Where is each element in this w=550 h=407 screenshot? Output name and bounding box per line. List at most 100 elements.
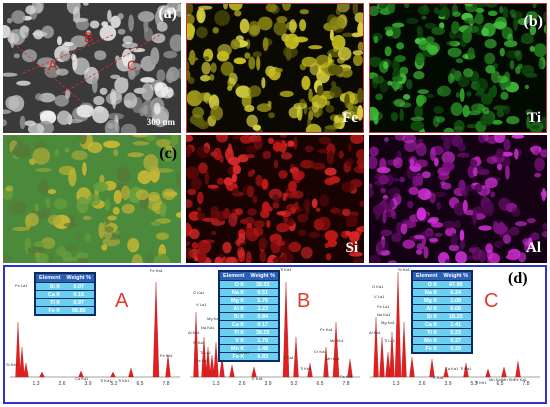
al-particle [499, 225, 508, 232]
al-particle [440, 135, 455, 141]
grain [57, 110, 71, 125]
overlay-map-texture [3, 135, 181, 263]
fe-particle [200, 74, 211, 82]
grain [72, 17, 89, 22]
fe-particle [334, 115, 340, 124]
trace-line [22, 34, 114, 74]
spectrum-b-plot [190, 281, 360, 378]
overlay-particle [64, 147, 70, 153]
fe-particle [325, 104, 335, 113]
spectrum-peak [373, 316, 379, 378]
weight-cell: 0.97 [63, 298, 95, 307]
al-particle [526, 218, 536, 224]
spectrum-peak [165, 354, 171, 378]
grain [93, 95, 105, 106]
sem-marker-b: B [84, 29, 94, 45]
grain [27, 123, 45, 133]
overlay-particle [82, 215, 92, 221]
ti-particle [421, 15, 427, 20]
al-particle [440, 182, 452, 190]
al-particle [442, 161, 455, 172]
ti-particle [464, 17, 478, 25]
si-particle [276, 240, 285, 246]
grain [19, 115, 26, 130]
fe-particle [186, 90, 203, 107]
grain [156, 69, 166, 82]
element-cell: Na K [413, 288, 441, 297]
spectrum-b-table: Element Weight % O K 39.92 Na K 0.51 Mg K 5.7… [218, 270, 281, 362]
al-particle [421, 171, 431, 179]
ti-particle [467, 47, 475, 60]
si-particle [222, 241, 232, 254]
al-particle [518, 252, 527, 263]
overlay-particle [71, 150, 88, 161]
ti-particle [404, 3, 410, 8]
ti-particle [403, 94, 411, 100]
overlay-particle [156, 138, 171, 148]
overlay-particle [82, 162, 87, 176]
overlay-particle [159, 202, 167, 218]
peak-label: O Ka1 [372, 284, 384, 289]
overlay-particle [170, 135, 179, 146]
overlay-particle [34, 139, 46, 151]
grain [64, 41, 74, 47]
spectrum-peak [401, 321, 407, 378]
fe-particle [256, 55, 261, 71]
spectrum-peak [394, 271, 402, 378]
element-cell: O K [413, 280, 441, 289]
peak-label: Ti Kb1 [118, 378, 130, 383]
peak-label: Ca Ka1 [75, 376, 89, 381]
axis-tick-label: 2.6 [418, 381, 426, 387]
spectrum-peak [307, 362, 313, 378]
grain [3, 25, 11, 39]
ti-particle [375, 93, 383, 101]
spectrum-peak [515, 360, 521, 378]
si-particle [280, 152, 293, 160]
al-particle [541, 187, 547, 202]
al-particle [514, 221, 528, 227]
grain [7, 17, 13, 24]
fe-particle [329, 16, 346, 30]
table-row: Na K 0.51 [220, 288, 279, 297]
ti-particle [496, 109, 505, 118]
al-particle [377, 239, 389, 252]
ti-particle [492, 21, 507, 29]
fe-particle [248, 85, 262, 97]
spectrum-peak [213, 341, 219, 378]
ti-map-texture [369, 3, 547, 133]
grain [99, 87, 108, 95]
fe-particle [192, 106, 205, 119]
ti-particle [488, 87, 494, 97]
overlay-particle [155, 232, 169, 240]
spectrum-peak [282, 281, 290, 378]
ti-particle [399, 84, 403, 91]
ti-particle [452, 11, 461, 17]
si-particle [288, 180, 297, 192]
grain [86, 30, 91, 35]
ti-particle [437, 8, 447, 18]
si-particle [250, 169, 255, 175]
fe-particle [299, 9, 309, 15]
overlay-particle [35, 168, 52, 172]
si-particle [261, 178, 269, 190]
overlay-particle [137, 170, 152, 185]
al-particle [505, 165, 510, 180]
ti-particle [426, 93, 435, 99]
si-particle [347, 240, 359, 255]
fe-particle [337, 47, 352, 61]
table-header-weight: Weight % [63, 274, 95, 283]
al-particle [429, 192, 436, 204]
spectrum-peak [323, 346, 329, 378]
weight-cell: 18.20 [440, 312, 472, 321]
axis-tick-label: 3.9 [264, 381, 272, 387]
grain [3, 109, 12, 114]
al-map-panel: Al [369, 135, 547, 263]
overlay-particle [150, 221, 162, 227]
spectrum-peak [332, 321, 340, 378]
ti-particle [457, 75, 470, 88]
peak-label: V Ka1 [283, 355, 294, 360]
ti-particle [436, 116, 445, 123]
table-row: Fe K 98.80 [36, 306, 95, 314]
si-map-panel: Si [186, 135, 364, 263]
ti-particle [443, 127, 455, 133]
